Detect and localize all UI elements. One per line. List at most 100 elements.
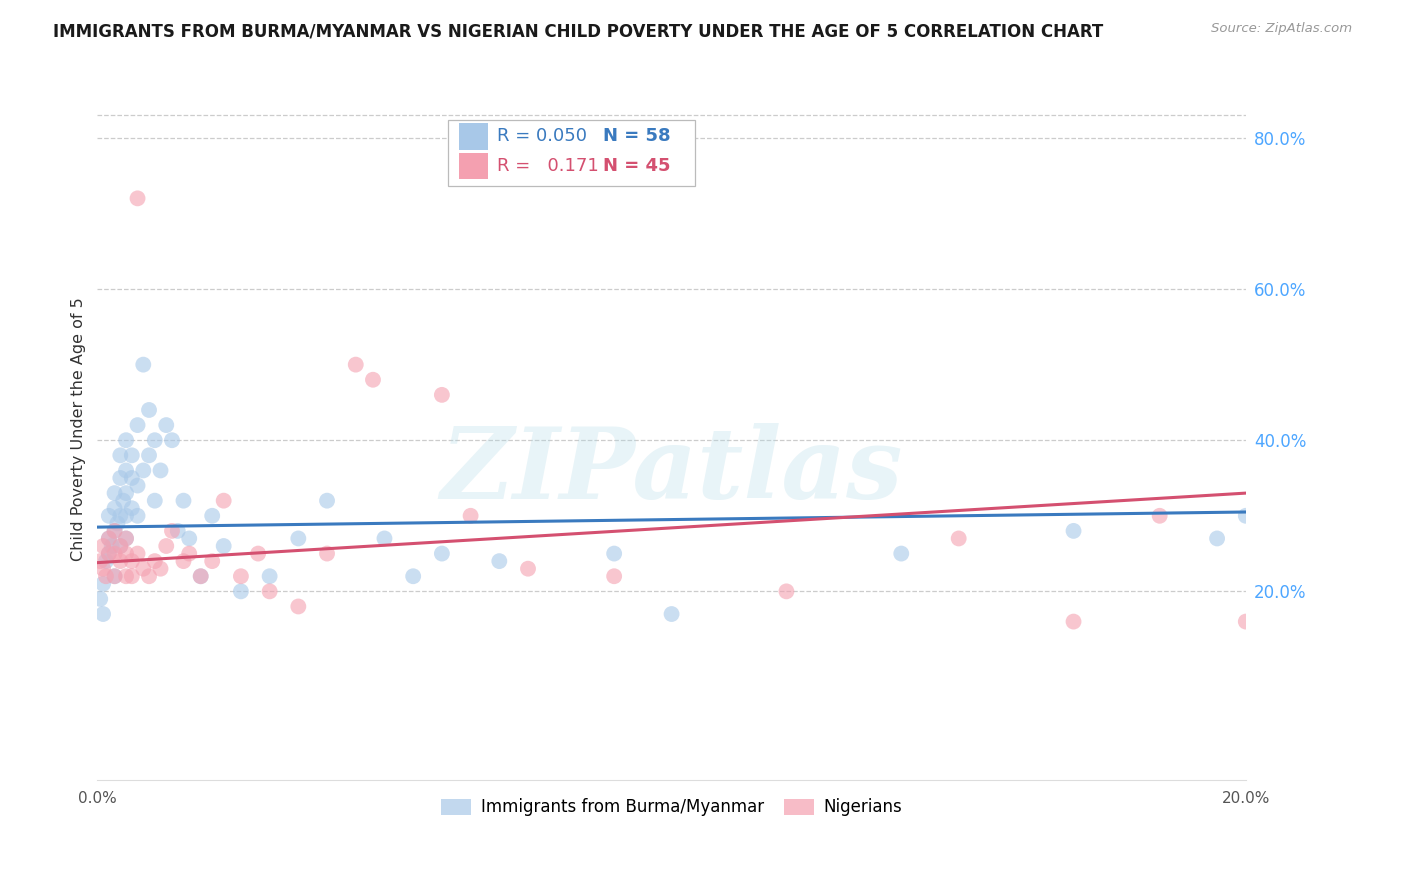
Point bbox=[110, 471, 132, 485]
Point bbox=[103, 569, 125, 583]
Legend: Immigrants from Burma/Myanmar, Nigerians: Immigrants from Burma/Myanmar, Nigerians bbox=[432, 790, 911, 825]
Point bbox=[149, 562, 172, 576]
Point bbox=[103, 524, 125, 538]
Point bbox=[115, 569, 138, 583]
Point bbox=[212, 493, 235, 508]
Point bbox=[143, 554, 166, 568]
Point bbox=[212, 539, 235, 553]
Point bbox=[1063, 615, 1085, 629]
Point bbox=[316, 547, 339, 561]
Point bbox=[430, 388, 453, 402]
Point bbox=[121, 448, 143, 462]
Point bbox=[97, 532, 120, 546]
Point bbox=[287, 532, 309, 546]
Point bbox=[110, 508, 132, 523]
Text: ZIPatlas: ZIPatlas bbox=[440, 423, 903, 519]
Point bbox=[91, 607, 114, 621]
Point bbox=[316, 493, 339, 508]
Point bbox=[103, 569, 125, 583]
Point bbox=[103, 501, 125, 516]
Point bbox=[103, 524, 125, 538]
Point bbox=[115, 547, 138, 561]
Point bbox=[127, 191, 149, 205]
Point bbox=[97, 547, 120, 561]
FancyBboxPatch shape bbox=[447, 120, 695, 186]
Point bbox=[121, 501, 143, 516]
Point bbox=[110, 554, 132, 568]
Point bbox=[127, 478, 149, 492]
Point bbox=[89, 554, 111, 568]
Point bbox=[1234, 508, 1257, 523]
Point bbox=[155, 418, 177, 433]
Point bbox=[112, 493, 135, 508]
Point bbox=[132, 463, 155, 477]
Point bbox=[115, 463, 138, 477]
Point bbox=[1206, 532, 1229, 546]
Point bbox=[91, 539, 114, 553]
Point bbox=[97, 547, 120, 561]
Point bbox=[190, 569, 212, 583]
Point bbox=[138, 448, 160, 462]
Point bbox=[160, 434, 183, 448]
Point bbox=[121, 554, 143, 568]
Point bbox=[201, 554, 224, 568]
Point bbox=[143, 434, 166, 448]
Point bbox=[259, 584, 281, 599]
Point bbox=[1234, 615, 1257, 629]
Point bbox=[121, 569, 143, 583]
Point bbox=[775, 584, 797, 599]
Point bbox=[259, 569, 281, 583]
Point bbox=[190, 569, 212, 583]
Point bbox=[173, 493, 195, 508]
Point bbox=[127, 547, 149, 561]
Point bbox=[97, 508, 120, 523]
Point bbox=[344, 358, 367, 372]
Point bbox=[127, 418, 149, 433]
Point bbox=[517, 562, 540, 576]
Point bbox=[110, 539, 132, 553]
Point bbox=[373, 532, 395, 546]
Point bbox=[94, 554, 117, 568]
Point bbox=[179, 547, 201, 561]
Point bbox=[460, 508, 482, 523]
Text: N = 58: N = 58 bbox=[603, 128, 671, 145]
Point bbox=[948, 532, 970, 546]
Point bbox=[1063, 524, 1085, 538]
Point bbox=[143, 493, 166, 508]
Point bbox=[127, 508, 149, 523]
Point bbox=[91, 562, 114, 576]
Point bbox=[100, 539, 122, 553]
Point bbox=[115, 434, 138, 448]
Point bbox=[173, 554, 195, 568]
Point bbox=[160, 524, 183, 538]
Point bbox=[229, 584, 252, 599]
Point bbox=[402, 569, 425, 583]
Point bbox=[110, 539, 132, 553]
Point bbox=[149, 463, 172, 477]
Text: IMMIGRANTS FROM BURMA/MYANMAR VS NIGERIAN CHILD POVERTY UNDER THE AGE OF 5 CORRE: IMMIGRANTS FROM BURMA/MYANMAR VS NIGERIA… bbox=[53, 22, 1104, 40]
Point bbox=[132, 562, 155, 576]
Point bbox=[1149, 508, 1171, 523]
Point bbox=[247, 547, 270, 561]
Point bbox=[97, 532, 120, 546]
Point bbox=[430, 547, 453, 561]
Point bbox=[103, 486, 125, 500]
Point bbox=[107, 516, 129, 531]
Point bbox=[132, 358, 155, 372]
Point bbox=[361, 373, 384, 387]
Point bbox=[110, 448, 132, 462]
Text: R = 0.050: R = 0.050 bbox=[496, 128, 588, 145]
Point bbox=[115, 532, 138, 546]
Point bbox=[103, 547, 125, 561]
Point bbox=[89, 591, 111, 606]
Y-axis label: Child Poverty Under the Age of 5: Child Poverty Under the Age of 5 bbox=[72, 297, 86, 561]
Point bbox=[155, 539, 177, 553]
Point bbox=[91, 576, 114, 591]
Point bbox=[661, 607, 683, 621]
Point bbox=[166, 524, 188, 538]
Point bbox=[138, 403, 160, 417]
Point bbox=[201, 508, 224, 523]
Point bbox=[115, 532, 138, 546]
Point bbox=[179, 532, 201, 546]
Text: N = 45: N = 45 bbox=[603, 157, 671, 175]
